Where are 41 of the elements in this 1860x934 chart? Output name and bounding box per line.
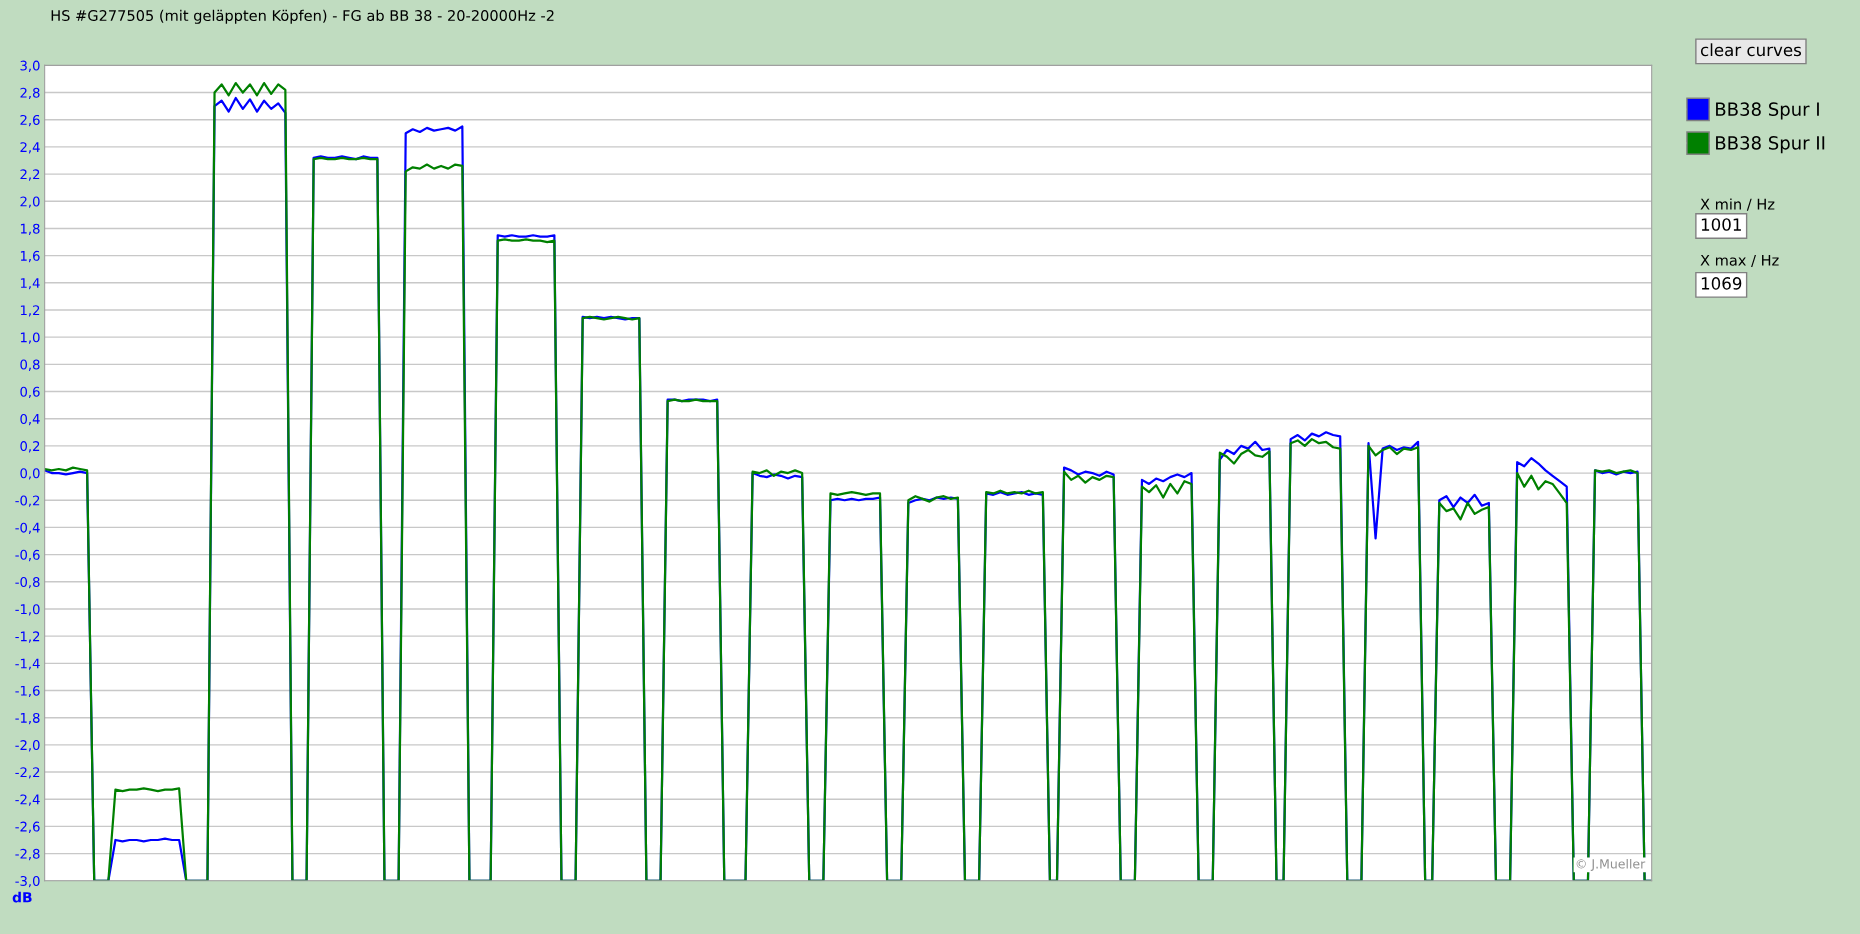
- y-axis-title: dB: [12, 891, 32, 903]
- y-tick-label: -2,2: [15, 767, 40, 779]
- y-tick-label: -1,2: [15, 631, 40, 643]
- y-tick-label: 1,0: [20, 332, 40, 344]
- y-tick-label: 2,0: [20, 196, 40, 208]
- y-tick-label: -0,4: [15, 522, 40, 534]
- y-tick-label: 2,4: [20, 142, 40, 154]
- y-tick-label: 1,6: [20, 250, 40, 263]
- y-tick-label: -2,0: [15, 740, 40, 752]
- text: X min / Hz: [1700, 198, 1775, 211]
- y-tick-label: 2,2: [20, 169, 40, 181]
- annotation: © J.Mueller: [1576, 858, 1646, 871]
- y-tick-label: -2,8: [15, 848, 40, 861]
- y-tick-label: -0,6: [15, 549, 40, 562]
- y-tick-label: 1,8: [20, 223, 40, 235]
- y-tick-label: -1,4: [15, 658, 40, 670]
- chart-title: HS #G277505 (mit geläppten Köpfen) - FG ab BB 38 - 20-20000Hz -2: [51, 9, 554, 24]
- y-tick-label: 1,4: [20, 278, 40, 290]
- y-tick-label: -3,0: [15, 875, 40, 888]
- y-tick-label: 2,6: [20, 114, 40, 127]
- y-tick-label: -0,2: [15, 495, 40, 507]
- y-tick-label: -2,6: [15, 821, 40, 833]
- text: X max / Hz: [1700, 254, 1779, 267]
- y-tick-label: 1,2: [20, 305, 40, 317]
- y-tick-label: 0,8: [20, 359, 40, 371]
- text: clear curves: [1700, 43, 1802, 57]
- y-tick-label: -1,6: [15, 685, 40, 698]
- legend-label: BB38 Spur I: [1716, 102, 1819, 120]
- legend-label: BB38 Spur II: [1716, 136, 1825, 154]
- text: 1069: [1701, 277, 1742, 290]
- y-tick-label: -1,8: [15, 712, 40, 725]
- y-tick-label: -2,4: [15, 794, 40, 806]
- text: 1001: [1701, 218, 1741, 231]
- y-tick-label: 3,0: [20, 60, 40, 72]
- y-tick-label: 0,4: [20, 413, 40, 426]
- y-tick-label: 0,0: [20, 468, 40, 480]
- y-tick-label: 2,8: [20, 87, 40, 100]
- y-tick-label: -0,8: [15, 577, 40, 589]
- y-tick-label: 0,2: [20, 441, 40, 453]
- y-tick-label: -1,0: [15, 604, 40, 616]
- y-tick-label: 0,6: [20, 386, 40, 399]
